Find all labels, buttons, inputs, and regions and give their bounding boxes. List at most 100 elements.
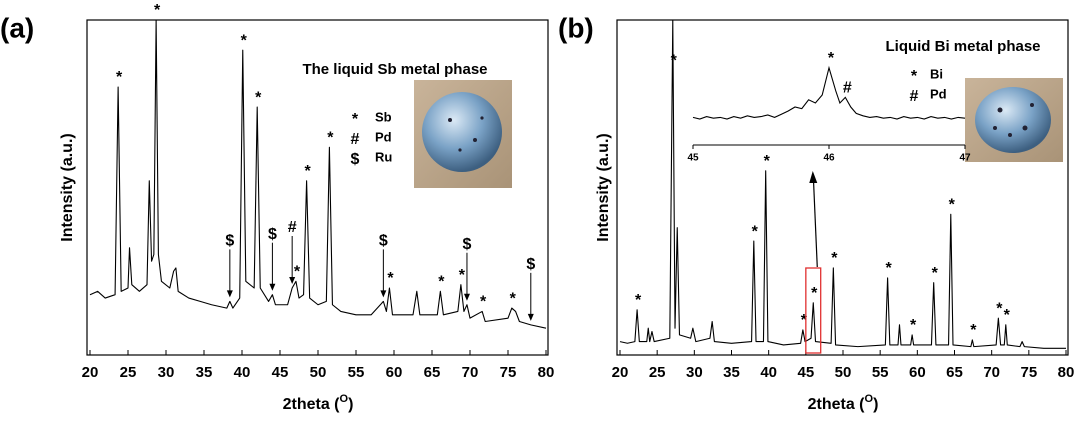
chart-title: The liquid Sb metal phase [302, 61, 487, 78]
annotation-label: * [764, 153, 771, 170]
legend-symbol: # [910, 88, 919, 105]
annotation-label: $ [379, 233, 388, 250]
photo-bi [965, 78, 1063, 162]
annotation-label: * [304, 163, 311, 180]
annotation-label: * [294, 264, 301, 281]
x-tick-label: 75 [1020, 364, 1037, 381]
x-tick-label: 20 [82, 364, 99, 381]
x-tick-label: 65 [946, 364, 963, 381]
x-tick-label: 55 [348, 364, 365, 381]
y-axis-label: Intensity (a.u.) [59, 133, 76, 241]
annotation-label: * [996, 300, 1003, 317]
arrow-head [226, 290, 233, 298]
legend-symbol: $ [351, 151, 360, 168]
legend-label: Bi [930, 66, 943, 81]
x-tick-label: 25 [649, 364, 666, 381]
annotation-label: * [116, 69, 123, 86]
x-tick-label: 50 [310, 364, 327, 381]
annotation-label: * [801, 312, 808, 329]
arrow-head [527, 313, 534, 321]
x-axis-label: 2theta (O) [283, 393, 354, 413]
x-tick-label: 45 [272, 364, 289, 381]
zoom-arrow-head [809, 171, 818, 183]
annotation-label: * [510, 290, 517, 307]
x-axis-label-part: O [340, 393, 349, 405]
x-tick-label: 75 [500, 364, 517, 381]
annotation-label: * [811, 285, 818, 302]
x-tick-label: 80 [1058, 364, 1075, 381]
x-tick-label: 70 [983, 364, 1000, 381]
x-tick-label: 80 [538, 364, 555, 381]
spectrum-line [89, 20, 547, 329]
x-tick-label: 40 [234, 364, 251, 381]
annotation-label: * [752, 223, 759, 240]
annotation-label: * [885, 260, 892, 277]
annotation-label: * [327, 130, 334, 147]
arrow-head [463, 293, 470, 301]
annotation-label: $ [463, 236, 472, 253]
legend-label: Sb [375, 109, 392, 124]
arrow-head [289, 277, 296, 284]
annotation-label: * [154, 2, 161, 19]
annotation-label: * [480, 294, 487, 311]
annotation-label: # [843, 80, 852, 97]
x-axis-label-part: ) [348, 396, 353, 413]
annotation-label: * [387, 270, 394, 287]
inset-x-tick-label: 46 [823, 153, 835, 164]
arrow-head [269, 283, 276, 291]
legend-symbol: * [352, 111, 359, 128]
x-axis-label-part: 2theta ( [808, 396, 866, 413]
x-tick-label: 60 [909, 364, 926, 381]
legend-label: Ru [375, 149, 392, 164]
spectrum-line [619, 20, 1066, 349]
x-tick-label: 25 [120, 364, 137, 381]
legend-label: Pd [930, 86, 947, 101]
x-tick-label: 30 [158, 364, 175, 381]
x-tick-label: 60 [386, 364, 403, 381]
annotation-label: * [831, 250, 838, 267]
x-tick-label: 70 [462, 364, 479, 381]
x-axis-label-part: O [865, 393, 874, 405]
panel-label: (a) [0, 12, 34, 43]
x-tick-label: 40 [760, 364, 777, 381]
annotation-label: # [288, 219, 297, 236]
plot-area [89, 20, 547, 329]
annotation-label: * [241, 32, 248, 49]
inset-x-tick-label: 47 [959, 153, 971, 164]
legend-label: Pd [375, 129, 392, 144]
inset-line [692, 65, 966, 120]
x-tick-label: 55 [872, 364, 889, 381]
annotation-label: * [910, 317, 917, 334]
annotation-label: * [932, 265, 939, 282]
annotation-label: $ [225, 233, 234, 250]
annotation-label: * [635, 292, 642, 309]
plot-area [619, 20, 1066, 349]
annotation-label: * [828, 50, 835, 67]
zoom-box [805, 267, 822, 354]
annotation-label: * [255, 89, 262, 106]
annotation-label: * [438, 274, 445, 291]
x-tick-label: 35 [196, 364, 213, 381]
x-axis-label-part: 2theta ( [283, 396, 341, 413]
inset-x-tick-label: 45 [687, 153, 699, 164]
y-axis-label: Intensity (a.u.) [595, 133, 612, 241]
annotation-label: * [970, 322, 977, 339]
annotation-label: * [1004, 307, 1011, 324]
legend-symbol: * [911, 68, 918, 85]
arrow-head [380, 290, 387, 298]
legend-symbol: # [351, 131, 360, 148]
annotation-label: $ [526, 256, 535, 273]
x-tick-label: 20 [612, 364, 629, 381]
x-axis-label: 2theta (O) [808, 393, 879, 413]
x-tick-label: 45 [797, 364, 814, 381]
x-tick-label: 35 [723, 364, 740, 381]
annotation-label: $ [268, 226, 277, 243]
x-tick-label: 65 [424, 364, 441, 381]
annotation-label: * [459, 267, 466, 284]
annotation-label: * [671, 52, 678, 69]
annotation-label: * [949, 197, 956, 214]
panel-label: (b) [558, 12, 594, 43]
x-tick-label: 50 [835, 364, 852, 381]
